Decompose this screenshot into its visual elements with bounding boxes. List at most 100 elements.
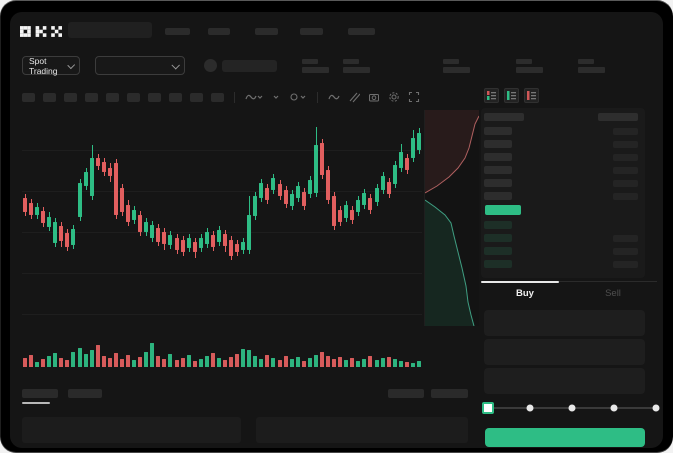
- volume-bar: [138, 357, 142, 367]
- orderbook-price-cell[interactable]: [484, 153, 512, 161]
- buy-submit-button[interactable]: [485, 428, 645, 447]
- candle-body: [23, 198, 27, 212]
- chart-toolbar: [22, 90, 420, 104]
- volume-bar: [132, 360, 136, 367]
- indicator-target-icon[interactable]: [289, 91, 307, 103]
- gridline: [22, 150, 422, 151]
- book-bids-icon[interactable]: [504, 88, 519, 103]
- volume-bar: [387, 357, 391, 367]
- orderbook-price-cell[interactable]: [484, 192, 512, 200]
- timeframe-button[interactable]: [22, 92, 35, 102]
- line-tool-icon[interactable]: [328, 91, 340, 103]
- tab-sell[interactable]: Sell: [605, 287, 621, 299]
- chart-type-icon[interactable]: [245, 91, 263, 103]
- book-asks-icon[interactable]: [524, 88, 539, 103]
- search-input[interactable]: [68, 22, 152, 38]
- orderbook-price-cell[interactable]: [484, 221, 512, 229]
- candle-body: [235, 244, 239, 252]
- amount-slider[interactable]: [482, 402, 660, 414]
- bottom-filter-control-1[interactable]: [388, 389, 424, 398]
- pair-selector-dropdown[interactable]: [95, 56, 185, 75]
- volume-bar: [187, 355, 191, 367]
- nav-menu-item-5[interactable]: [348, 28, 375, 35]
- candle-body: [284, 190, 288, 204]
- orderbook-amount-cell: [613, 248, 638, 255]
- bottom-filter-control-2[interactable]: [431, 389, 468, 398]
- volume-bar: [144, 352, 148, 367]
- volume-bar: [102, 356, 106, 367]
- amount-field[interactable]: [484, 339, 645, 365]
- candle-body: [217, 230, 221, 242]
- timeframe-button[interactable]: [127, 92, 140, 102]
- orderbook-price-cell[interactable]: [484, 260, 512, 268]
- volume-bar: [417, 361, 421, 367]
- gridline: [22, 191, 422, 192]
- orderbook-price-cell[interactable]: [484, 166, 512, 174]
- slider-handle[interactable]: [482, 402, 494, 414]
- slider-stop[interactable]: [610, 404, 618, 412]
- nav-menu-item-1[interactable]: [165, 28, 190, 35]
- slider-stop[interactable]: [568, 404, 576, 412]
- chevron-down-icon: [67, 60, 76, 69]
- candle-body: [381, 176, 385, 190]
- candle-body: [362, 193, 366, 205]
- timeframe-button[interactable]: [190, 92, 203, 102]
- volume-bar: [229, 357, 233, 367]
- volume-bar: [290, 359, 294, 367]
- candle-body: [156, 228, 160, 242]
- volume-bar: [96, 345, 100, 367]
- slider-stop[interactable]: [526, 404, 534, 412]
- volume-bar: [181, 358, 185, 367]
- interval-dropdown-icon[interactable]: [271, 91, 281, 103]
- orderbook-amount-cell: [613, 154, 638, 161]
- timeframe-button[interactable]: [106, 92, 119, 102]
- candle-body: [84, 172, 88, 186]
- toolbar-divider: [234, 91, 235, 103]
- bottom-tab-order-history[interactable]: [68, 389, 102, 398]
- timeframe-button[interactable]: [169, 92, 182, 102]
- volume-bar: [84, 354, 88, 367]
- volume-bar: [375, 360, 379, 367]
- volume-bar: [326, 356, 330, 367]
- volume-bar: [41, 359, 45, 367]
- orderbook-price-cell[interactable]: [484, 127, 512, 135]
- bottom-tab-open-orders[interactable]: [22, 389, 58, 398]
- volume-bar: [411, 363, 415, 367]
- fullscreen-icon[interactable]: [408, 91, 420, 103]
- price-field[interactable]: [484, 310, 645, 336]
- nav-menu-item-4[interactable]: [300, 28, 323, 35]
- volume-bar: [114, 353, 118, 367]
- camera-icon[interactable]: [368, 91, 380, 103]
- orderbook-price-cell[interactable]: [484, 234, 512, 242]
- stat-high-24h: [343, 59, 370, 73]
- coin-avatar: [204, 59, 217, 72]
- timeframe-button[interactable]: [85, 92, 98, 102]
- stat-low-24h: [443, 59, 470, 73]
- volume-bar: [53, 353, 57, 367]
- okx-logo[interactable]: [20, 24, 62, 42]
- total-field[interactable]: [484, 368, 645, 394]
- candle-body: [405, 158, 409, 170]
- book-combined-icon[interactable]: [484, 88, 499, 103]
- tab-buy[interactable]: Buy: [516, 287, 534, 299]
- market-type-dropdown[interactable]: Spot Trading: [22, 56, 80, 76]
- nav-menu-item-3[interactable]: [255, 28, 278, 35]
- timeframe-button[interactable]: [148, 92, 161, 102]
- volume-bar: [381, 358, 385, 367]
- orderbook-price-cell[interactable]: [484, 247, 512, 255]
- volume-bar: [368, 356, 372, 367]
- settings-gear-icon[interactable]: [388, 91, 400, 103]
- volume-bar: [108, 358, 112, 367]
- candle-body: [41, 211, 45, 223]
- orderbook-price-cell[interactable]: [484, 140, 512, 148]
- timeframe-button[interactable]: [43, 92, 56, 102]
- timeframe-button[interactable]: [64, 92, 77, 102]
- timeframe-button[interactable]: [211, 92, 224, 102]
- parallel-lines-icon[interactable]: [348, 91, 360, 103]
- orderbook-price-cell[interactable]: [484, 179, 512, 187]
- last-price-badge[interactable]: [485, 205, 521, 215]
- nav-menu-item-2[interactable]: [208, 28, 230, 35]
- slider-stop[interactable]: [652, 404, 660, 412]
- candle-body: [187, 238, 191, 248]
- candle-body: [138, 215, 142, 232]
